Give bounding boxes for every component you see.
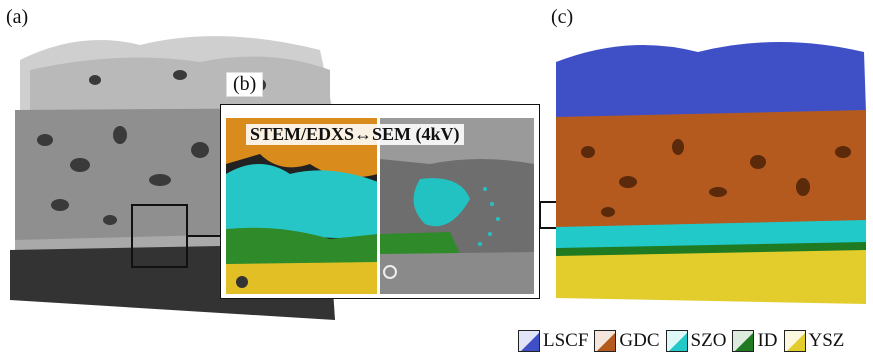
legend-swatch-gdc <box>594 330 617 352</box>
legend-swatch-szo <box>665 330 688 352</box>
panel-b-title: STEM/EDXS↔SEM (4kV) <box>246 124 464 145</box>
legend-item-ysz: YSZ <box>783 330 845 352</box>
legend-item-szo: SZO <box>665 330 727 352</box>
legend-swatch-id <box>732 330 755 352</box>
legend: LSCF GDC SZO ID YSZ <box>518 330 844 352</box>
panel-c-label: (c) <box>551 6 574 28</box>
panel-a-label: (a) <box>6 6 29 28</box>
legend-label-szo: SZO <box>690 330 727 351</box>
legend-label-id: ID <box>757 330 778 351</box>
legend-swatch-lscf <box>518 330 540 352</box>
legend-label-ysz: YSZ <box>808 330 845 351</box>
legend-item-id: ID <box>732 330 778 352</box>
legend-item-gdc: GDC <box>594 330 660 352</box>
legend-item-lscf: LSCF <box>518 330 588 352</box>
panel-b-label: (b) <box>226 72 264 97</box>
legend-label-lscf: LSCF <box>543 330 589 351</box>
legend-swatch-ysz <box>783 330 806 352</box>
legend-label-gdc: GDC <box>619 330 660 351</box>
panel-c-render <box>548 22 873 322</box>
